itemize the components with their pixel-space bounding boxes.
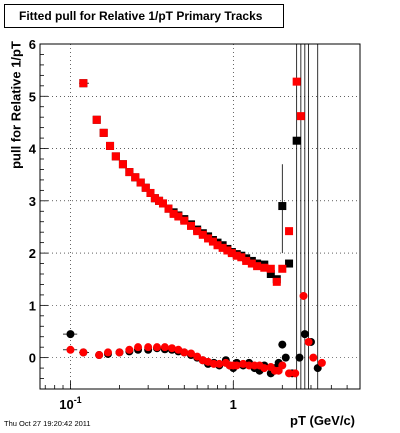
data-point — [215, 359, 224, 368]
data-point — [218, 243, 227, 252]
data-point — [106, 141, 115, 150]
data-point — [103, 348, 112, 357]
data-point — [227, 249, 236, 258]
data-point — [213, 241, 222, 250]
data-point — [164, 204, 173, 213]
data-point — [174, 212, 183, 221]
data-point — [136, 178, 145, 187]
data-point — [278, 264, 287, 273]
data-point — [160, 343, 169, 352]
data-point — [299, 291, 308, 300]
y-tick-label: 4 — [29, 142, 37, 157]
data-point — [153, 343, 162, 352]
data-point — [66, 345, 75, 354]
data-point — [281, 353, 290, 362]
data-point — [125, 345, 134, 354]
data-point — [304, 337, 313, 346]
data-point — [198, 230, 207, 239]
data-point — [193, 352, 202, 361]
data-point — [144, 343, 153, 352]
data-point — [296, 112, 305, 121]
data-point — [66, 330, 75, 339]
x-tick-label: 10-1 — [59, 395, 81, 412]
data-point — [92, 115, 101, 124]
data-point — [266, 264, 275, 273]
data-point — [260, 364, 269, 373]
y-tick-label: 3 — [29, 194, 36, 209]
data-point — [141, 183, 150, 192]
data-point — [223, 246, 232, 255]
data-point — [285, 259, 294, 268]
chart-title: Fitted pull for Relative 1/pT Primary Tr… — [4, 4, 284, 28]
timestamp: Thu Oct 27 19:20:42 2011 — [4, 419, 91, 428]
data-point — [247, 259, 256, 268]
data-point — [285, 227, 294, 236]
data-point — [260, 263, 269, 272]
data-point — [237, 253, 246, 262]
x-tick-label: 1 — [230, 397, 237, 412]
y-tick-label: 1 — [29, 298, 36, 313]
data-point — [146, 188, 155, 197]
data-point — [180, 348, 189, 357]
data-point — [118, 160, 127, 169]
data-point — [187, 349, 196, 358]
data-point — [180, 216, 189, 225]
y-tick-label: 2 — [29, 246, 36, 261]
data-point — [167, 344, 176, 353]
data-point — [204, 234, 213, 243]
y-tick-label: 5 — [29, 89, 36, 104]
x-axis-label: pT (GeV/c) — [290, 413, 356, 428]
data-point — [169, 209, 178, 218]
data-point — [193, 227, 202, 236]
data-point — [292, 77, 301, 86]
data-point — [125, 168, 134, 177]
data-point — [272, 277, 281, 286]
y-tick-label: 6 — [29, 37, 36, 52]
data-point — [232, 361, 241, 370]
data-point — [95, 351, 104, 360]
data-point — [278, 202, 287, 211]
y-tick-label: 0 — [29, 351, 36, 366]
data-point — [266, 270, 275, 278]
data-point — [295, 353, 304, 362]
data-point — [131, 173, 140, 182]
data-point — [79, 79, 88, 88]
data-point — [150, 194, 159, 203]
data-point — [285, 369, 294, 378]
data-point — [115, 348, 124, 357]
data-point — [187, 221, 196, 230]
data-point — [309, 353, 318, 362]
data-point — [134, 343, 143, 352]
data-point — [300, 330, 309, 339]
data-point — [111, 152, 120, 161]
data-point — [99, 128, 108, 137]
data-point — [158, 199, 167, 208]
data-point — [278, 361, 287, 370]
data-point — [292, 136, 301, 145]
data-point — [253, 262, 262, 271]
data-point — [208, 237, 217, 246]
data-point — [79, 348, 88, 357]
data-point — [278, 340, 287, 349]
data-point — [291, 369, 300, 378]
data-point — [242, 256, 251, 265]
data-point — [232, 251, 241, 260]
plot-frame — [39, 43, 361, 390]
data-point — [317, 358, 326, 367]
